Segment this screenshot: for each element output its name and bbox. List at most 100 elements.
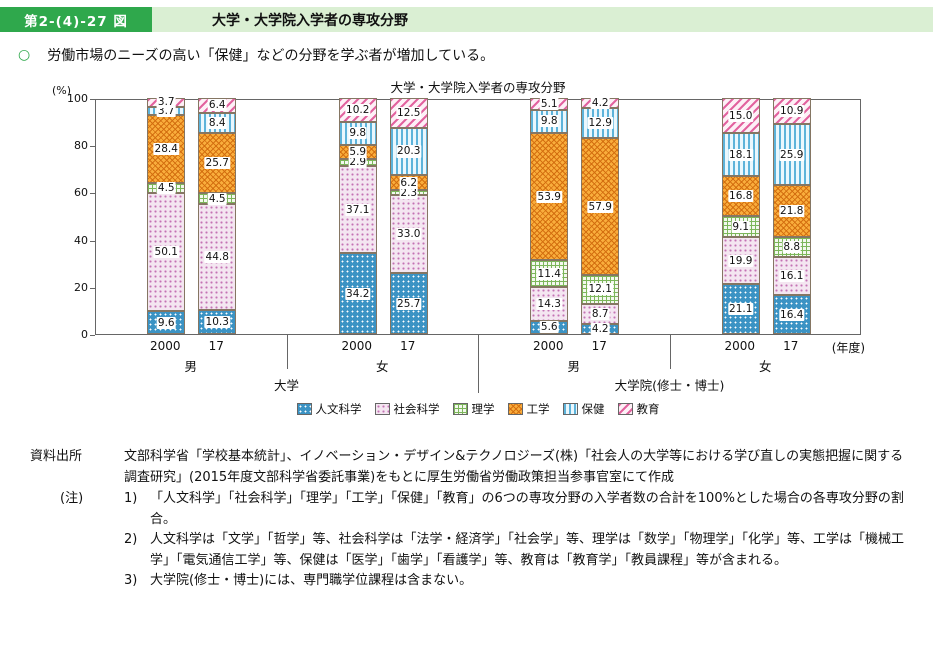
segment-社会科学: 33.0 bbox=[389, 195, 428, 274]
segment-value-label: 4.5 bbox=[156, 181, 176, 194]
segment-保健: 9.8 bbox=[530, 109, 569, 133]
segment-value-label: 28.4 bbox=[153, 142, 179, 156]
gender-label: 女 bbox=[758, 359, 772, 374]
note-number: 1) bbox=[124, 491, 138, 507]
segment-社会科学: 37.1 bbox=[338, 165, 377, 254]
y-axis-tick bbox=[90, 335, 95, 336]
segment-value-label: 19.9 bbox=[728, 254, 754, 267]
gender-label: 男 bbox=[184, 359, 198, 374]
note-number: 3) bbox=[124, 573, 138, 589]
chart: 大学・大学院入学者の専攻分野 (%) 9.6 50.1 4.5 28.4 3.7 3.7 1… bbox=[40, 77, 920, 423]
y-axis-tick bbox=[90, 146, 95, 148]
year-label: 2000 bbox=[341, 339, 373, 353]
legend-item: 社会科学 bbox=[374, 401, 440, 417]
note-text: 人文科学は「文学」「哲学」等、社会科学は「法学・経済学」「社会学」等、理学は「数… bbox=[150, 532, 905, 568]
segment-value-label: 4.2 bbox=[590, 96, 610, 109]
year-label: 17 bbox=[783, 339, 799, 353]
note-text: 大学院(修士・博士)には、専門職学位課程は含まない。 bbox=[150, 573, 473, 589]
lead-sentence: ○ 労働市場のニーズの高い「保健」などの分野を学ぶ者が増加している。 bbox=[18, 45, 933, 65]
figure-header: 第2-(4)-27 図 大学・大学院入学者の専攻分野 bbox=[0, 7, 933, 32]
segment-保健: 8.4 bbox=[198, 112, 237, 133]
group-separator bbox=[669, 335, 671, 369]
stacked-bar: 34.2 37.1 2.9 5.9 9.8 10.2 bbox=[338, 97, 377, 334]
segment-value-label: 12.5 bbox=[396, 106, 422, 119]
stacked-bar: 4.2 8.7 12.1 57.9 12.9 4.2 bbox=[581, 96, 620, 336]
legend-swatch bbox=[296, 403, 312, 415]
gender-label: 男 bbox=[567, 359, 581, 374]
figure-title: 大学・大学院入学者の専攻分野 bbox=[212, 12, 408, 29]
segment-人文科学: 34.2 bbox=[338, 253, 377, 334]
segment-value-label: 12.1 bbox=[587, 283, 613, 296]
segment-教育: 10.9 bbox=[772, 98, 811, 124]
segment-社会科学: 16.1 bbox=[772, 257, 811, 296]
segment-value-label: 9.8 bbox=[539, 115, 559, 128]
y-axis-tick-label: 40 bbox=[74, 233, 88, 247]
segment-value-label: 9.8 bbox=[348, 127, 368, 140]
legend-label: 社会科学 bbox=[393, 402, 440, 416]
segment-value-label: 12.9 bbox=[587, 117, 613, 130]
segment-value-label: 33.0 bbox=[396, 228, 422, 241]
segment-value-label: 5.9 bbox=[348, 145, 368, 158]
segment-教育: 12.5 bbox=[389, 98, 428, 128]
y-axis-tick bbox=[90, 193, 95, 195]
legend-item: 人文科学 bbox=[296, 401, 362, 417]
source-label: 資料出所 bbox=[30, 449, 83, 464]
y-axis-tick-label: 60 bbox=[74, 186, 88, 200]
legend-swatch bbox=[452, 403, 468, 415]
segment-保健: 20.3 bbox=[389, 127, 428, 176]
segment-教育: 5.1 bbox=[530, 97, 569, 110]
footer: 資料出所 文部科学省「学校基本統計」、イノベーション・デザイン&テクノロジーズ(… bbox=[28, 447, 907, 592]
school-label: 大学 bbox=[273, 378, 300, 393]
segment-value-label: 10.2 bbox=[345, 103, 371, 116]
y-axis-tick-label: 100 bbox=[67, 92, 88, 105]
segment-社会科学: 19.9 bbox=[721, 237, 760, 285]
year-label: 2000 bbox=[724, 339, 756, 353]
group-separator bbox=[478, 335, 479, 393]
source-block: 資料出所 文部科学省「学校基本統計」、イノベーション・デザイン&テクノロジーズ(… bbox=[28, 447, 907, 488]
segment-value-label: 6.2 bbox=[399, 176, 419, 189]
segment-理学: 12.1 bbox=[581, 275, 620, 304]
figure-title-strip: 大学・大学院入学者の専攻分野 bbox=[152, 7, 933, 32]
school-label: 大学院(修士・博士) bbox=[614, 378, 725, 393]
y-axis-tick bbox=[90, 99, 95, 100]
segment-value-label: 37.1 bbox=[345, 203, 371, 216]
segment-value-label: 15.0 bbox=[728, 109, 754, 122]
segment-工学: 28.4 bbox=[147, 115, 186, 183]
legend-label: 教育 bbox=[636, 402, 660, 416]
gender-label: 女 bbox=[375, 359, 389, 374]
segment-value-label: 9.6 bbox=[156, 316, 176, 329]
segment-理学: 2.9 bbox=[338, 156, 377, 169]
segment-教育: 3.7 bbox=[147, 96, 186, 109]
segment-value-label: 6.4 bbox=[207, 99, 227, 112]
segment-人文科学: 5.6 bbox=[530, 320, 569, 334]
legend-swatch bbox=[562, 403, 578, 415]
segment-value-label: 21.1 bbox=[728, 303, 754, 316]
note-item: 3) 大学院(修士・博士)には、専門職学位課程は含まない。 bbox=[124, 571, 907, 592]
y-axis-unit-label: (%) bbox=[52, 84, 72, 97]
stacked-bar: 16.4 16.1 8.8 21.8 25.9 10.9 bbox=[772, 98, 811, 334]
segment-人文科学: 4.2 bbox=[581, 323, 620, 336]
chart-title: 大学・大学院入学者の専攻分野 bbox=[390, 80, 566, 95]
segment-工学: 53.9 bbox=[530, 132, 569, 261]
segment-人文科学: 16.4 bbox=[772, 295, 811, 334]
segment-理学: 9.1 bbox=[721, 215, 760, 238]
legend-item: 理学 bbox=[452, 401, 495, 417]
year-label: 2000 bbox=[149, 339, 181, 353]
group-separator bbox=[286, 335, 288, 369]
legend-swatch bbox=[617, 403, 633, 415]
segment-value-label: 9.1 bbox=[731, 220, 751, 233]
year-label: 17 bbox=[591, 339, 607, 353]
segment-教育: 6.4 bbox=[198, 97, 237, 113]
segment-理学: 11.4 bbox=[530, 260, 569, 288]
segment-保健: 12.9 bbox=[581, 107, 620, 139]
segment-value-label: 25.7 bbox=[204, 157, 230, 170]
note-label: (注) bbox=[60, 491, 84, 507]
segment-value-label: 16.4 bbox=[779, 308, 805, 321]
segment-社会科学: 50.1 bbox=[147, 193, 186, 312]
segment-工学: 25.7 bbox=[198, 132, 237, 194]
segment-value-label: 25.7 bbox=[396, 297, 422, 310]
legend-label: 保健 bbox=[581, 402, 605, 416]
y-axis-tick-label: 80 bbox=[74, 139, 88, 153]
legend-label: 人文科学 bbox=[315, 402, 362, 416]
segment-value-label: 8.8 bbox=[782, 240, 802, 253]
